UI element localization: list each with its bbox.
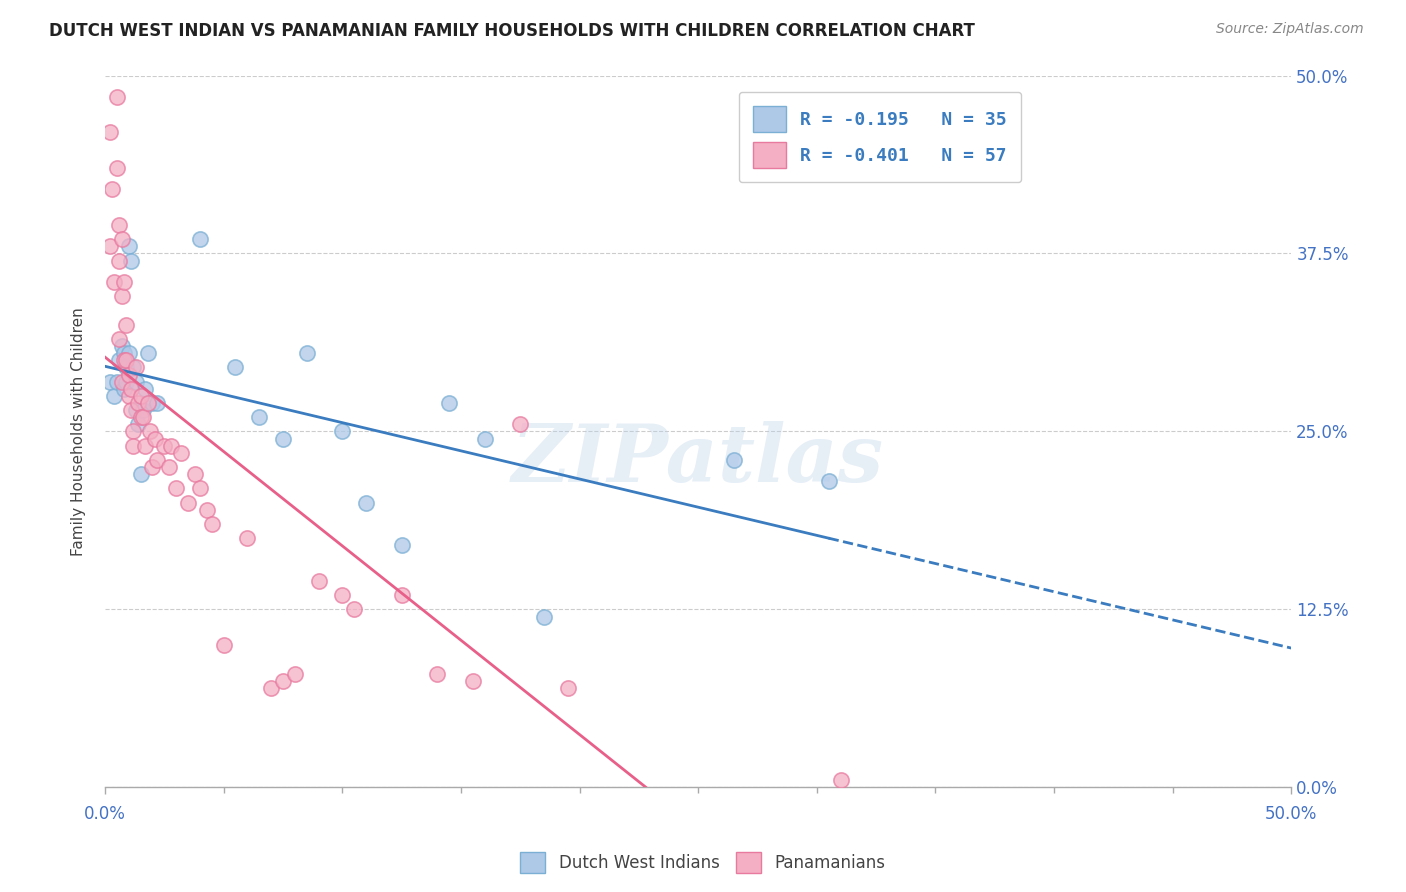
Point xyxy=(125,360,148,375)
Point xyxy=(284,666,307,681)
Point xyxy=(212,638,235,652)
Point xyxy=(157,460,180,475)
Point xyxy=(115,375,138,389)
Point xyxy=(143,432,166,446)
Point xyxy=(153,439,176,453)
Point xyxy=(98,375,121,389)
Y-axis label: Family Households with Children: Family Households with Children xyxy=(72,307,86,556)
Point xyxy=(112,275,135,289)
Point xyxy=(354,496,377,510)
Point xyxy=(557,681,579,695)
Point xyxy=(98,126,121,140)
Point xyxy=(110,339,132,353)
Point xyxy=(118,239,141,253)
Text: ZIPatlas: ZIPatlas xyxy=(512,421,884,499)
Point xyxy=(105,375,128,389)
Point xyxy=(98,239,121,253)
Point xyxy=(110,289,132,303)
Point xyxy=(127,396,149,410)
Point xyxy=(271,673,294,688)
Point xyxy=(509,417,531,432)
Point xyxy=(125,403,148,417)
Point xyxy=(533,609,555,624)
Point xyxy=(108,218,131,232)
Point xyxy=(115,318,138,332)
Point xyxy=(201,516,224,531)
Point xyxy=(110,375,132,389)
Point xyxy=(391,538,413,552)
Point xyxy=(120,403,142,417)
Point xyxy=(141,460,163,475)
Point xyxy=(103,275,125,289)
Point xyxy=(177,496,200,510)
Point xyxy=(118,368,141,382)
Point xyxy=(295,346,318,360)
Point xyxy=(184,467,207,482)
Point xyxy=(134,439,156,453)
Text: DUTCH WEST INDIAN VS PANAMANIAN FAMILY HOUSEHOLDS WITH CHILDREN CORRELATION CHAR: DUTCH WEST INDIAN VS PANAMANIAN FAMILY H… xyxy=(49,22,976,40)
Point xyxy=(426,666,449,681)
Point xyxy=(129,467,152,482)
Point xyxy=(115,360,138,375)
Point xyxy=(122,360,145,375)
Point xyxy=(118,389,141,403)
Text: Source: ZipAtlas.com: Source: ZipAtlas.com xyxy=(1216,22,1364,37)
Point xyxy=(170,446,193,460)
Point xyxy=(141,396,163,410)
Point xyxy=(112,382,135,396)
Point xyxy=(146,396,169,410)
Point xyxy=(817,475,839,489)
Point xyxy=(247,410,270,425)
Point xyxy=(260,681,283,695)
Point xyxy=(188,482,211,496)
Point xyxy=(437,396,460,410)
Point xyxy=(108,353,131,368)
Point xyxy=(343,602,366,616)
Point xyxy=(103,389,125,403)
Point xyxy=(188,232,211,246)
Point xyxy=(308,574,330,588)
Legend: R = -0.195   N = 35, R = -0.401   N = 57: R = -0.195 N = 35, R = -0.401 N = 57 xyxy=(738,92,1021,183)
Point xyxy=(129,410,152,425)
Point xyxy=(129,389,152,403)
Point xyxy=(105,90,128,104)
Point xyxy=(110,232,132,246)
Point xyxy=(236,531,259,545)
Point xyxy=(136,396,159,410)
Point xyxy=(127,417,149,432)
Point xyxy=(461,673,484,688)
Point xyxy=(271,432,294,446)
Point xyxy=(112,346,135,360)
Point xyxy=(112,353,135,368)
Point xyxy=(224,360,246,375)
Point xyxy=(132,403,155,417)
Point xyxy=(165,482,187,496)
Point xyxy=(108,253,131,268)
Point xyxy=(330,588,353,602)
Point xyxy=(120,382,142,396)
Point xyxy=(830,773,852,788)
Point xyxy=(474,432,496,446)
Point xyxy=(330,425,353,439)
Point xyxy=(105,161,128,175)
Point xyxy=(195,503,218,517)
Point xyxy=(108,332,131,346)
Point xyxy=(160,439,183,453)
Point xyxy=(146,453,169,467)
Point xyxy=(134,382,156,396)
Point xyxy=(136,346,159,360)
Point xyxy=(139,425,162,439)
Point xyxy=(101,182,124,196)
Point xyxy=(132,410,155,425)
Point xyxy=(122,439,145,453)
Point xyxy=(125,375,148,389)
Point xyxy=(723,453,745,467)
Point xyxy=(122,425,145,439)
Point xyxy=(118,346,141,360)
Point xyxy=(120,253,142,268)
Point xyxy=(115,353,138,368)
Point xyxy=(391,588,413,602)
Legend: Dutch West Indians, Panamanians: Dutch West Indians, Panamanians xyxy=(513,846,893,880)
